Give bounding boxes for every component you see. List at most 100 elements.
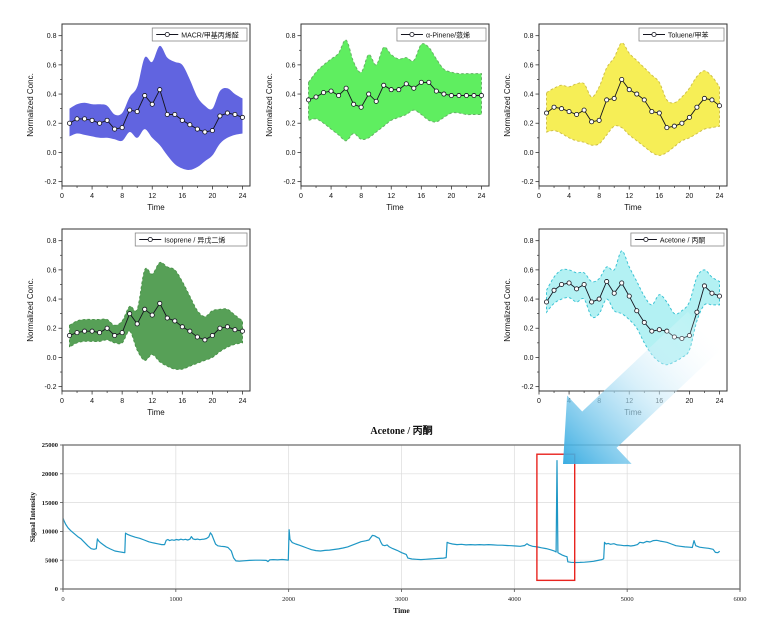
legend-box: [134, 232, 248, 247]
data-point-marker: [448, 93, 454, 99]
data-point-marker: [686, 114, 692, 120]
x-tick-label: 0: [299, 193, 303, 200]
y-tick-label: 10000: [42, 529, 58, 536]
toluene-chart: 0 4 8 12 16 20 24 -0.2 0.0 0.2 0.4 0.6 0.8 Normalized…: [503, 23, 728, 212]
data-point-marker: [671, 334, 677, 340]
data-point-marker: [202, 129, 208, 135]
data-point-marker: [544, 110, 550, 116]
y-tick-label: 0.2: [286, 121, 296, 128]
x-tick-label: 24: [239, 398, 247, 405]
x-tick-label: 8: [597, 193, 601, 200]
plot-frame: [300, 23, 490, 187]
legend-marker: [147, 236, 153, 242]
legend-label: Acetone / 丙酮: [660, 236, 706, 244]
data-point-marker: [306, 97, 312, 103]
x-tick-label: 12: [387, 193, 395, 200]
data-point-marker: [694, 309, 700, 315]
x-tick-label: 12: [625, 193, 633, 200]
subplot-acetone: 0 4 8 12 16 20 24 -0.2 0.0 0.2 0.4 0.6 0.8 Normalized…: [499, 213, 739, 421]
x-tick-label: 16: [178, 193, 186, 200]
legend-label: Toluene/甲苯: [668, 30, 708, 39]
data-point-marker: [97, 330, 103, 336]
y-tick-label: 0.4: [524, 296, 534, 303]
data-point-marker: [97, 120, 103, 126]
data-point-marker: [82, 328, 88, 334]
data-point-marker: [641, 319, 647, 325]
y-tick-label: 0.2: [47, 326, 57, 333]
data-point-marker: [134, 321, 140, 327]
data-point-marker: [321, 90, 327, 96]
x-tick-label: 6000: [734, 596, 747, 603]
x-tick-label: 24: [478, 193, 486, 200]
data-point-marker: [142, 306, 148, 312]
y-tick-label: -0.2: [283, 179, 295, 186]
y-tick-label: 0.0: [47, 355, 57, 362]
subplot-a-pinene: 0 4 8 12 16 20 24 -0.2 0.0 0.2 0.4 0.6 0.8 Normalized…: [261, 8, 501, 216]
data-point-marker: [358, 104, 364, 110]
x-tick-label: 24: [716, 193, 724, 200]
data-point-marker: [641, 97, 647, 103]
data-point-marker: [179, 324, 185, 330]
data-point-marker: [172, 318, 178, 324]
data-point-marker: [634, 91, 640, 97]
y-tick-label: 0.6: [286, 62, 296, 69]
confidence-band: [546, 250, 720, 366]
x-axis-label: Time: [147, 203, 165, 212]
x-tick-label: 20: [686, 398, 694, 405]
data-point-marker: [611, 290, 617, 296]
x-axis-label: Time: [147, 408, 165, 417]
acetone-signal-chart: 0 1000 2000 3000 4000 5000 6000 0 5000 10000 15000…: [28, 442, 747, 615]
y-tick-label: -0.2: [521, 179, 533, 186]
y-tick-label: 0.2: [524, 326, 534, 333]
y-tick-label: 0.4: [524, 91, 534, 98]
x-tick-label: 0: [60, 398, 64, 405]
x-tick-label: 5000: [621, 596, 634, 603]
x-axis-label: Time: [624, 408, 642, 417]
data-point-marker: [336, 93, 342, 99]
data-point-marker: [179, 117, 185, 123]
data-point-marker: [187, 122, 193, 128]
y-tick-label: -0.2: [521, 384, 533, 391]
data-point-marker: [694, 104, 700, 110]
data-point-marker: [551, 287, 557, 293]
data-point-marker: [112, 126, 118, 132]
data-point-marker: [463, 93, 469, 99]
y-tick-label: 0.6: [524, 267, 534, 274]
data-point-marker: [112, 333, 118, 339]
x-tick-label: 4: [567, 398, 571, 405]
data-point-marker: [701, 95, 707, 101]
data-point-marker: [551, 104, 557, 110]
data-point-marker: [634, 308, 640, 314]
data-point-marker: [217, 325, 223, 331]
data-point-marker: [194, 126, 200, 132]
legend-box: [396, 27, 487, 42]
data-point-marker: [239, 328, 245, 334]
data-point-marker: [209, 128, 215, 134]
y-tick-label: 0.0: [286, 150, 296, 157]
data-point-marker: [596, 296, 602, 302]
data-point-marker: [649, 109, 655, 115]
data-point-marker: [574, 286, 580, 292]
data-point-marker: [671, 123, 677, 129]
data-point-marker: [149, 101, 155, 107]
plot-frame: [538, 23, 728, 187]
x-tick-label: 16: [178, 398, 186, 405]
data-point-marker: [232, 111, 238, 117]
x-tick-label: 12: [625, 398, 633, 405]
confidence-band: [69, 261, 243, 370]
data-point-marker: [232, 327, 238, 333]
isoprene-chart: 0 4 8 12 16 20 24 -0.2 0.0 0.2 0.4 0.6 0.8 Normalized…: [26, 228, 251, 417]
data-point-marker: [366, 91, 372, 97]
data-point-marker: [441, 91, 447, 97]
data-point-marker: [604, 279, 610, 285]
data-point-marker: [686, 333, 692, 339]
data-point-marker: [74, 330, 80, 336]
data-point-marker: [328, 88, 334, 94]
macr-chart: 0 4 8 12 16 20 24 -0.2 0.0 0.2 0.4 0.6 0.8 Normalized…: [26, 23, 251, 212]
data-point-marker: [596, 117, 602, 123]
data-point-marker: [104, 117, 110, 123]
legend-marker: [643, 236, 649, 242]
y-tick-label: 0.4: [47, 91, 57, 98]
x-tick-label: 3000: [395, 596, 408, 603]
